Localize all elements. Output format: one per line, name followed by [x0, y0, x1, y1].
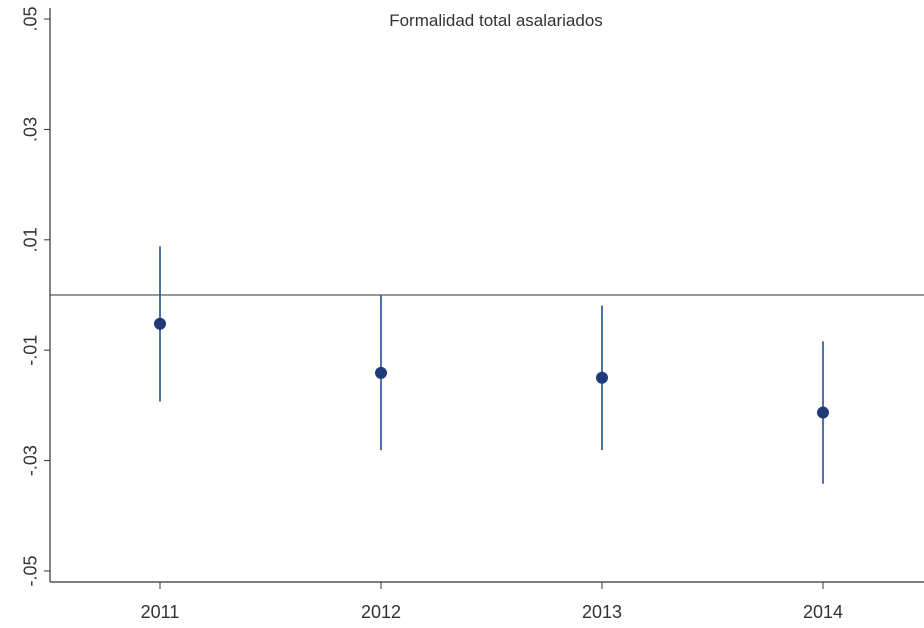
y-tick-label: -.01: [20, 335, 40, 366]
y-tick-label: .03: [20, 117, 40, 142]
y-tick-label: .01: [20, 227, 40, 252]
x-tick-label: 2014: [803, 602, 843, 622]
chart-title: Formalidad total asalariados: [389, 11, 603, 30]
x-tick-label: 2011: [141, 602, 180, 622]
data-point: [596, 371, 608, 384]
y-tick-label: -.03: [20, 445, 40, 476]
data-point: [817, 406, 829, 419]
y-tick-label: -.05: [20, 555, 40, 586]
data-point: [375, 366, 387, 379]
x-tick-label: 2013: [582, 602, 622, 622]
y-tick-label: .05: [20, 7, 40, 32]
x-tick-label: 2012: [361, 602, 401, 622]
data-point: [154, 317, 166, 330]
